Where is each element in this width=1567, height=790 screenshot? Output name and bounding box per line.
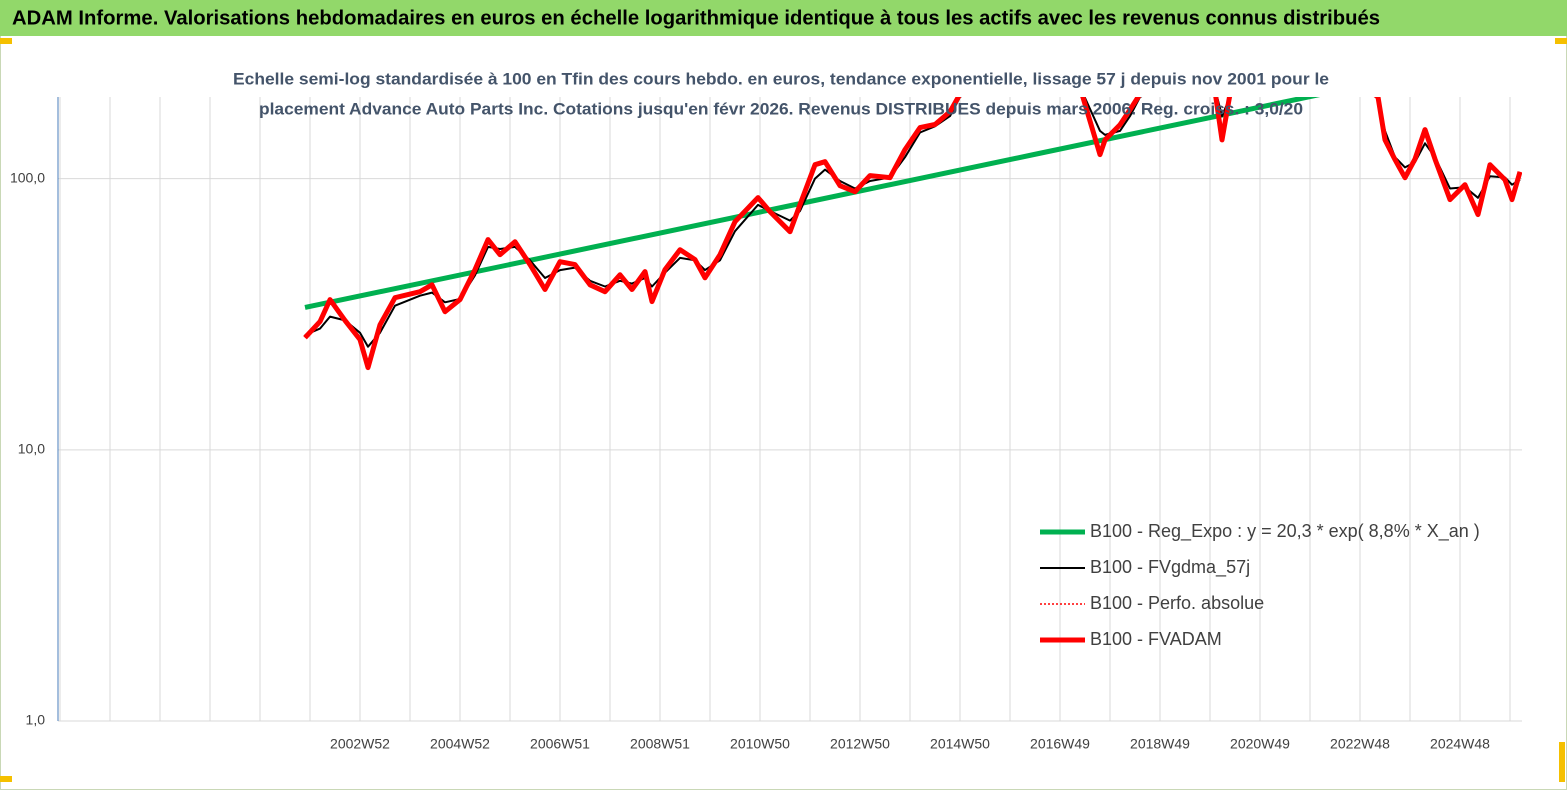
corner-mark xyxy=(0,776,12,782)
corner-mark xyxy=(1559,742,1565,782)
data-line xyxy=(303,97,1522,371)
x-tick-label: 2012W50 xyxy=(830,736,890,752)
corner-mark xyxy=(0,38,12,44)
y-tick-label: 1,0 xyxy=(26,712,46,728)
x-tick-label: 2010W50 xyxy=(730,736,790,752)
x-tick-label: 2018W49 xyxy=(1130,736,1190,752)
y-tick-label: 100,0 xyxy=(10,169,45,185)
x-tick-label: 2008W51 xyxy=(630,736,690,752)
chart-subtitle: placement Advance Auto Parts Inc. Cotati… xyxy=(259,99,1303,118)
page-title: ADAM Informe. Valorisations hebdomadaire… xyxy=(12,7,1380,29)
chart-subtitle: Echelle semi-log standardisée à 100 en T… xyxy=(233,69,1329,88)
legend-label: B100 - FVgdma_57j xyxy=(1090,557,1250,578)
legend-label: B100 - FVADAM xyxy=(1090,629,1222,649)
x-tick-label: 2022W48 xyxy=(1330,736,1390,752)
title-bar xyxy=(0,0,1567,36)
legend-label: B100 - Reg_Expo : y = 20,3 * exp( 8,8% *… xyxy=(1090,521,1480,542)
x-tick-label: 2006W51 xyxy=(530,736,590,752)
x-tick-label: 2016W49 xyxy=(1030,736,1090,752)
x-tick-label: 2014W50 xyxy=(930,736,990,752)
x-tick-label: 2004W52 xyxy=(430,736,490,752)
legend-label: B100 - Perfo. absolue xyxy=(1090,593,1264,613)
y-tick-label: 10,0 xyxy=(18,441,45,457)
x-tick-label: 2024W48 xyxy=(1430,736,1490,752)
plot-area: 2002W52 2004W52 2006W51 2008W51 2010W50 2012W… xyxy=(10,97,1522,752)
x-tick-label: 2002W52 xyxy=(330,736,390,752)
corner-mark xyxy=(1555,38,1567,44)
x-tick-label: 2020W49 xyxy=(1230,736,1290,752)
data-line xyxy=(304,97,1321,310)
